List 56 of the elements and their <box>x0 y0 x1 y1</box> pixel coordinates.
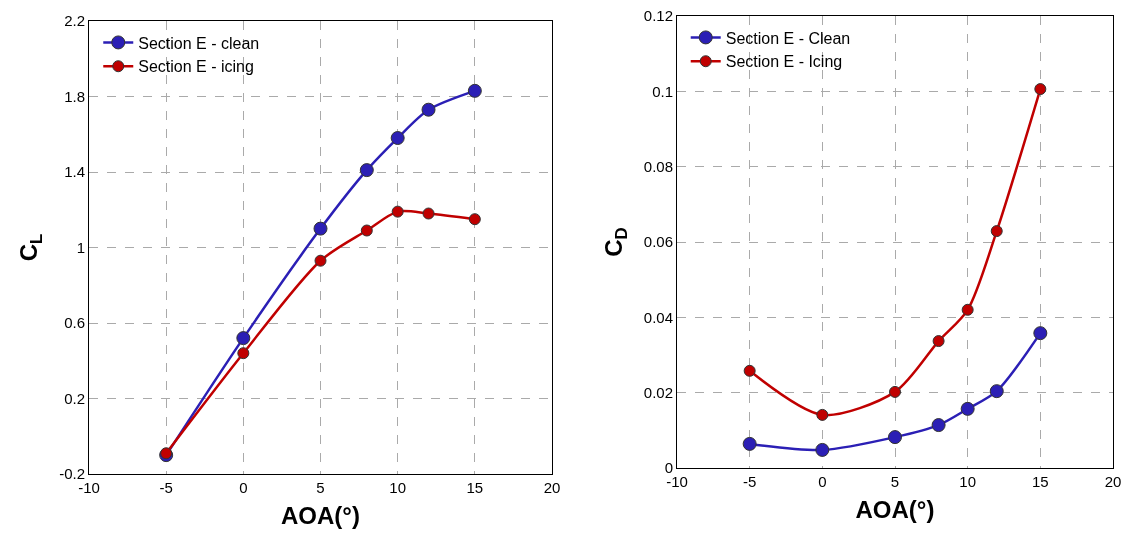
y-tick-label: 0.6 <box>64 314 85 332</box>
point <box>888 430 902 445</box>
point <box>390 131 405 146</box>
point <box>237 347 250 360</box>
y-tick-label: 0.1 <box>652 82 673 100</box>
legend-label: Section E - icing <box>138 58 254 76</box>
point <box>391 205 404 218</box>
x-tick-label: -5 <box>159 479 173 496</box>
point <box>421 102 436 117</box>
x-tick-label: 20 <box>543 479 561 496</box>
y-tick-label: 1 <box>76 238 85 256</box>
y-tick-label: 2.2 <box>64 12 85 30</box>
y-tick-label: 0.02 <box>643 383 673 401</box>
x-tick-label: 15 <box>466 479 484 496</box>
y-tick-label: 0.08 <box>643 157 673 175</box>
point <box>468 213 481 226</box>
x-tick-label: 0 <box>239 479 248 496</box>
x-tick-label: 5 <box>890 473 900 490</box>
x-axis-title: AOA(°) <box>855 496 935 524</box>
y-tick-label: 0.2 <box>64 389 85 407</box>
point <box>360 224 373 237</box>
x-tick-label: 15 <box>1031 473 1049 490</box>
y-tick-label: 1.8 <box>64 87 85 105</box>
x-tick-label: 0 <box>818 473 827 490</box>
y-tick-label: 0.06 <box>643 233 673 251</box>
x-tick-label: 10 <box>389 479 407 496</box>
y-tick-label: 1.4 <box>64 163 85 181</box>
point <box>742 436 757 451</box>
point <box>961 303 974 316</box>
point <box>932 335 945 348</box>
point <box>743 364 756 377</box>
point <box>990 225 1003 238</box>
x-axis-title: AOA(°) <box>281 502 360 530</box>
x-tick-label: -5 <box>743 473 757 490</box>
point <box>816 408 829 421</box>
point <box>314 254 327 267</box>
point <box>1033 326 1048 341</box>
x-tick-label: 5 <box>316 479 325 496</box>
point <box>359 163 374 178</box>
point <box>467 83 482 98</box>
point <box>960 401 975 416</box>
point <box>989 384 1004 399</box>
point <box>931 418 946 433</box>
legend-label: Section E - Icing <box>725 53 843 71</box>
x-tick-label: 20 <box>1104 473 1122 490</box>
point <box>422 207 435 220</box>
point <box>815 442 830 457</box>
point <box>889 385 901 398</box>
legend-label: Section E - Clean <box>725 29 851 47</box>
x-tick-label: 10 <box>959 473 977 490</box>
legend-label: Section E - clean <box>138 34 260 52</box>
y-tick-label: 0.12 <box>643 7 673 25</box>
y-tick-label: 0.04 <box>643 308 673 326</box>
point <box>236 331 251 346</box>
point <box>313 221 328 236</box>
point <box>1034 83 1047 96</box>
